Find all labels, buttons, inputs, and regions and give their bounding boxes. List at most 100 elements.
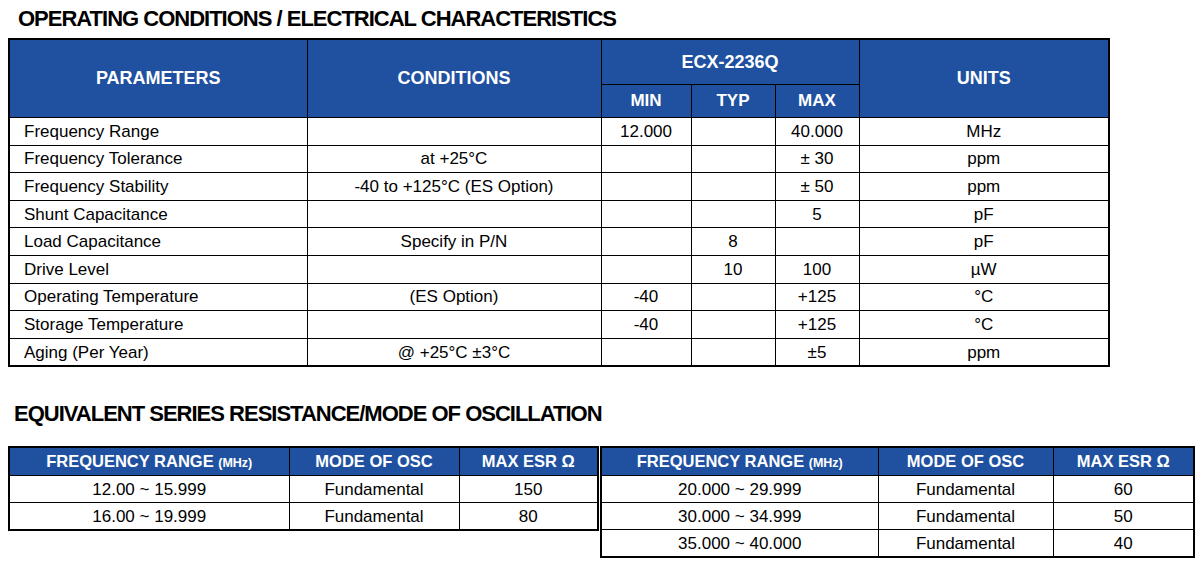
min-cell xyxy=(601,173,691,201)
esr-cell: 60 xyxy=(1053,476,1194,503)
max-cell: ± 30 xyxy=(775,145,859,173)
mode-cell: Fundamental xyxy=(878,476,1053,503)
typ-cell xyxy=(691,283,775,311)
section-title-esr-mode: EQUIVALENT SERIES RESISTANCE/MODE OF OSC… xyxy=(14,401,602,427)
condition-cell: -40 to +125°C (ES Option) xyxy=(307,173,601,201)
min-cell: 12.000 xyxy=(601,118,691,146)
parameter-cell: Load Capacitance xyxy=(9,228,307,256)
parameter-cell: Frequency Stability xyxy=(9,173,307,201)
units-cell: pF xyxy=(859,200,1109,228)
column-header-max: MAX xyxy=(775,85,859,118)
table-row: Load Capacitance Specify in P/N 8 pF xyxy=(9,228,1109,256)
column-header-conditions: CONDITIONS xyxy=(307,39,601,118)
table-row: 20.000 ~ 29.999 Fundamental 60 xyxy=(601,476,1194,503)
table-row: 16.00 ~ 19.999 Fundamental 80 xyxy=(9,503,598,531)
typ-cell xyxy=(691,145,775,173)
frequency-range-cell: 12.00 ~ 15.999 xyxy=(9,476,289,503)
frequency-range-cell: 30.000 ~ 34.999 xyxy=(601,503,878,530)
condition-cell: Specify in P/N xyxy=(307,228,601,256)
typ-cell xyxy=(691,118,775,146)
units-cell: µW xyxy=(859,255,1109,283)
condition-cell xyxy=(307,311,601,339)
table-row: Storage Temperature -40 +125 °C xyxy=(9,311,1109,339)
typ-cell xyxy=(691,173,775,201)
min-cell: -40 xyxy=(601,311,691,339)
max-cell: 5 xyxy=(775,200,859,228)
column-header-mode-of-osc: MODE OF OSC xyxy=(878,447,1053,476)
typ-cell: 8 xyxy=(691,228,775,256)
frequency-range-unit-label: (MHz) xyxy=(809,456,843,470)
min-cell xyxy=(601,228,691,256)
column-header-max-esr: MAX ESR Ω xyxy=(1053,447,1194,476)
units-cell: ppm xyxy=(859,173,1109,201)
esr-cell: 40 xyxy=(1053,530,1194,558)
esr-table-right: FREQUENCY RANGE (MHz) MODE OF OSC MAX ES… xyxy=(600,446,1195,558)
mode-cell: Fundamental xyxy=(878,503,1053,530)
units-cell: MHz xyxy=(859,118,1109,146)
electrical-characteristics-table: PARAMETERS CONDITIONS ECX-2236Q UNITS MI… xyxy=(8,38,1110,367)
max-cell: +125 xyxy=(775,311,859,339)
min-cell xyxy=(601,200,691,228)
esr-cell: 150 xyxy=(459,476,598,503)
typ-cell xyxy=(691,338,775,366)
units-cell: °C xyxy=(859,283,1109,311)
min-cell xyxy=(601,255,691,283)
table-row: Aging (Per Year) @ +25°C ±3°C ±5 ppm xyxy=(9,338,1109,366)
parameter-cell: Storage Temperature xyxy=(9,311,307,339)
parameter-cell: Drive Level xyxy=(9,255,307,283)
frequency-range-unit-label: (MHz) xyxy=(218,456,252,470)
condition-cell: @ +25°C ±3°C xyxy=(307,338,601,366)
frequency-range-cell: 35.000 ~ 40.000 xyxy=(601,530,878,558)
table-row: 12.00 ~ 15.999 Fundamental 150 xyxy=(9,476,598,503)
units-cell: pF xyxy=(859,228,1109,256)
column-header-min: MIN xyxy=(601,85,691,118)
max-cell: ± 50 xyxy=(775,173,859,201)
parameter-cell: Frequency Range xyxy=(9,118,307,146)
max-cell: +125 xyxy=(775,283,859,311)
mode-cell: Fundamental xyxy=(289,476,459,503)
min-cell: -40 xyxy=(601,283,691,311)
table-row: Drive Level 10 100 µW xyxy=(9,255,1109,283)
column-header-units: UNITS xyxy=(859,39,1109,118)
esr-table-left: FREQUENCY RANGE (MHz) MODE OF OSC MAX ES… xyxy=(8,446,599,531)
table-row: 30.000 ~ 34.999 Fundamental 50 xyxy=(601,503,1194,530)
table-row: Shunt Capacitance 5 pF xyxy=(9,200,1109,228)
condition-cell xyxy=(307,255,601,283)
column-header-frequency-range: FREQUENCY RANGE (MHz) xyxy=(601,447,878,476)
min-cell xyxy=(601,145,691,173)
max-cell: ±5 xyxy=(775,338,859,366)
table-row: Frequency Stability -40 to +125°C (ES Op… xyxy=(9,173,1109,201)
column-header-typ: TYP xyxy=(691,85,775,118)
min-cell xyxy=(601,338,691,366)
table-row: Operating Temperature (ES Option) -40 +1… xyxy=(9,283,1109,311)
condition-cell xyxy=(307,200,601,228)
table-row: Frequency Tolerance at +25°C ± 30 ppm xyxy=(9,145,1109,173)
condition-cell xyxy=(307,118,601,146)
esr-cell: 50 xyxy=(1053,503,1194,530)
column-header-parameters: PARAMETERS xyxy=(9,39,307,118)
table-row: 35.000 ~ 40.000 Fundamental 40 xyxy=(601,530,1194,558)
typ-cell xyxy=(691,311,775,339)
column-header-mode-of-osc: MODE OF OSC xyxy=(289,447,459,476)
typ-cell: 10 xyxy=(691,255,775,283)
column-header-max-esr: MAX ESR Ω xyxy=(459,447,598,476)
units-cell: ppm xyxy=(859,145,1109,173)
parameter-cell: Shunt Capacitance xyxy=(9,200,307,228)
esr-cell: 80 xyxy=(459,503,598,531)
max-cell: 40.000 xyxy=(775,118,859,146)
units-cell: °C xyxy=(859,311,1109,339)
max-cell xyxy=(775,228,859,256)
table-row: Frequency Range 12.000 40.000 MHz xyxy=(9,118,1109,146)
units-cell: ppm xyxy=(859,338,1109,366)
section-title-operating-conditions: OPERATING CONDITIONS / ELECTRICAL CHARAC… xyxy=(18,6,616,32)
datasheet-page: OPERATING CONDITIONS / ELECTRICAL CHARAC… xyxy=(0,0,1200,567)
column-header-part-number: ECX-2236Q xyxy=(601,39,859,85)
parameter-cell: Operating Temperature xyxy=(9,283,307,311)
condition-cell: (ES Option) xyxy=(307,283,601,311)
typ-cell xyxy=(691,200,775,228)
parameter-cell: Aging (Per Year) xyxy=(9,338,307,366)
parameter-cell: Frequency Tolerance xyxy=(9,145,307,173)
mode-cell: Fundamental xyxy=(878,530,1053,558)
max-cell: 100 xyxy=(775,255,859,283)
column-header-frequency-range: FREQUENCY RANGE (MHz) xyxy=(9,447,289,476)
